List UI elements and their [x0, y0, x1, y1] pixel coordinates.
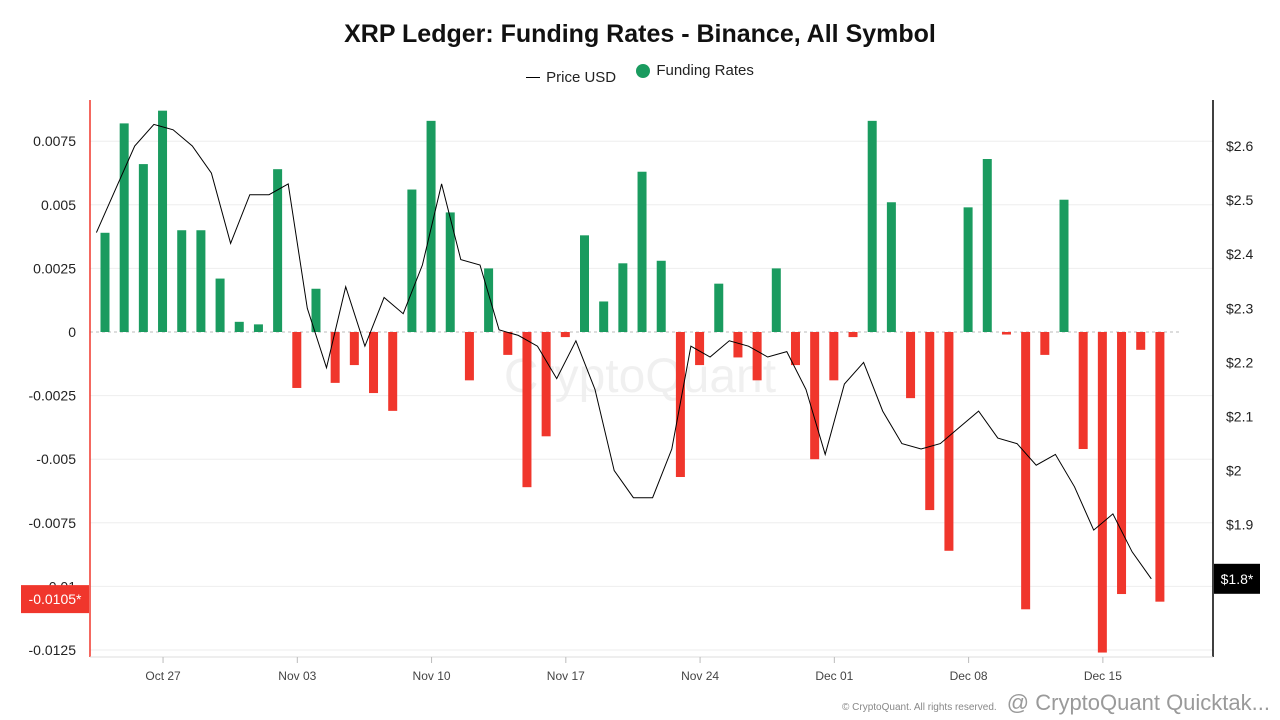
left-current-label: -0.0105*: [29, 591, 82, 607]
funding-bar: [388, 332, 398, 411]
line-swatch-icon: [526, 76, 541, 78]
funding-bar: [273, 169, 283, 332]
chart-title: XRP Ledger: Funding Rates - Binance, All…: [344, 20, 936, 48]
funding-bar: [1155, 332, 1165, 602]
legend-item-funding[interactable]: Funding Rates: [636, 62, 754, 79]
price-line-group: [95, 123, 1152, 580]
funding-bar: [158, 110, 168, 332]
x-tick-label: Dec 15: [1084, 669, 1122, 683]
funding-bar: [944, 332, 954, 551]
funding-bar: [369, 332, 379, 394]
axes: 0.0075 0.005 0.0025 0 -0.0025 -0.005 -0.0075 -0…: [21, 100, 1260, 683]
funding-bar: [177, 230, 187, 332]
funding-bar: [541, 332, 551, 437]
right-tick-label: $2.6: [1226, 138, 1253, 154]
funding-bar: [867, 120, 877, 333]
funding-bar: [1078, 332, 1088, 450]
funding-bar: [982, 159, 992, 332]
funding-bar: [503, 332, 513, 355]
funding-bar: [848, 332, 858, 338]
funding-bar: [580, 235, 589, 332]
funding-bar: [215, 278, 225, 332]
price-line: [95, 123, 1152, 580]
funding-bar: [196, 230, 206, 332]
left-tick-label: 0.0075: [33, 133, 76, 149]
funding-bar: [886, 202, 896, 332]
funding-bar: [829, 332, 839, 381]
left-tick-label: -0.0075: [29, 515, 77, 531]
x-tick-label: Nov 17: [547, 669, 585, 683]
x-tick-label: Dec 08: [950, 669, 988, 683]
funding-bar: [963, 207, 973, 332]
funding-bar: [790, 332, 800, 366]
footer-watermark: © CryptoQuant. All rights reserved. @ Cr…: [842, 690, 1270, 716]
legend-label-price: Price USD: [546, 68, 617, 86]
funding-bar: [1021, 332, 1031, 610]
left-tick-label: 0: [68, 324, 76, 340]
funding-bar: [618, 263, 628, 332]
dot-swatch-icon: [636, 63, 651, 78]
funding-bar: [522, 332, 532, 488]
x-tick-label: Nov 24: [681, 669, 719, 683]
funding-bar: [311, 288, 321, 332]
funding-bar: [810, 332, 820, 460]
funding-bar: [464, 332, 474, 381]
funding-bar: [100, 232, 110, 332]
funding-bar: [1136, 332, 1146, 350]
funding-bar: [560, 332, 570, 338]
funding-bar: [253, 324, 263, 332]
funding-bar: [1097, 332, 1107, 653]
legend-label-funding: Funding Rates: [656, 62, 754, 79]
funding-bar: [349, 332, 359, 366]
funding-bar: [771, 268, 781, 332]
funding-bar: [599, 301, 609, 332]
x-tick-label: Dec 01: [815, 669, 853, 683]
grid: [90, 140, 1213, 651]
left-tick-label: -0.0125: [29, 642, 77, 658]
funding-bar: [1059, 199, 1069, 332]
right-current-badge: [1214, 563, 1260, 594]
funding-bar: [445, 212, 455, 332]
funding-bar: [906, 332, 916, 399]
legend-item-price[interactable]: Price USD: [526, 69, 616, 86]
funding-bar: [714, 283, 724, 332]
left-tick-label: 0.0025: [33, 260, 76, 276]
funding-bar: [1040, 332, 1050, 355]
funding-bar: [138, 164, 148, 332]
right-tick-label: $2.1: [1226, 409, 1253, 425]
legend: Price USD Funding Rates: [0, 62, 1280, 86]
funding-bar: [484, 268, 494, 332]
left-tick-label: -0.005: [36, 451, 76, 467]
right-tick-label: $1.9: [1226, 517, 1253, 533]
funding-bar: [330, 332, 340, 383]
x-tick-label: Nov 10: [413, 669, 451, 683]
funding-bar: [407, 189, 417, 332]
right-tick-label: $2.3: [1226, 300, 1253, 316]
right-tick-label: $2.2: [1226, 354, 1253, 370]
x-tick-label: Nov 03: [278, 669, 316, 683]
funding-bar: [695, 332, 705, 366]
right-tick-label: $2.5: [1226, 192, 1253, 208]
left-tick-label: -0.0025: [29, 388, 77, 404]
x-tick-label: Oct 27: [145, 669, 181, 683]
funding-bar: [234, 321, 244, 332]
right-tick-label: $2.4: [1226, 246, 1253, 262]
funding-bar: [733, 332, 743, 358]
funding-bar: [1117, 332, 1127, 595]
funding-bar: [637, 171, 647, 332]
funding-bar: [1001, 332, 1011, 335]
funding-bar: [925, 332, 935, 511]
left-current-badge: [21, 585, 89, 614]
funding-bar: [752, 332, 762, 381]
left-tick-label: 0.005: [41, 197, 76, 213]
funding-bar: [119, 123, 129, 332]
copyright-text: © CryptoQuant. All rights reserved.: [842, 702, 997, 713]
funding-bar: [656, 260, 666, 332]
funding-bar: [292, 332, 302, 388]
right-current-label: $1.8*: [1221, 571, 1254, 587]
right-tick-label: $2: [1226, 463, 1242, 479]
footer-handle: @ CryptoQuant Quicktak...: [1006, 690, 1270, 715]
